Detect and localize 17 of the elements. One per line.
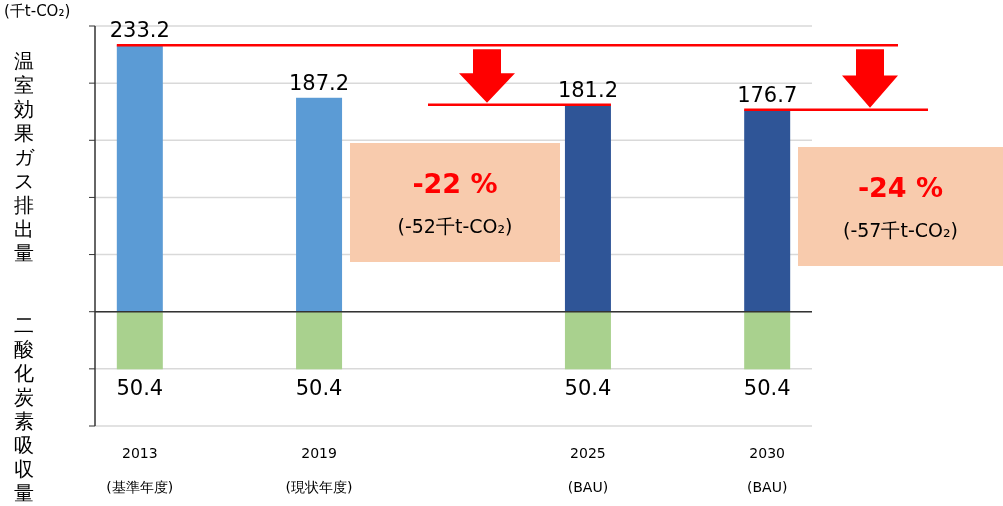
data-label: 187.2 xyxy=(289,70,350,95)
annotation: 50.4 xyxy=(295,376,343,401)
annotation: -22 % xyxy=(412,168,498,199)
category-label: 2025 (BAU) xyxy=(567,445,609,495)
annotation: 50.4 xyxy=(564,376,612,401)
annotation: 50.4 xyxy=(743,376,791,401)
data-label: 181.2 xyxy=(557,77,618,102)
annotation: 50.4 xyxy=(116,376,164,401)
data-label: 176.7 xyxy=(737,82,798,107)
data-label: 233.2 xyxy=(109,18,170,43)
ylabel: 温室効果ガス排出量 xyxy=(14,49,34,265)
category-label: 2019 (現状年度) xyxy=(285,445,353,495)
category-label: 2013 (基準年度) xyxy=(106,445,174,495)
annotation: 二酸化炭素吸収量 xyxy=(14,313,34,505)
annotation: (-52千t-CO₂) xyxy=(397,215,513,237)
text: (千t-CO₂) xyxy=(4,2,71,20)
category-label: 2030 (BAU) xyxy=(747,445,788,495)
